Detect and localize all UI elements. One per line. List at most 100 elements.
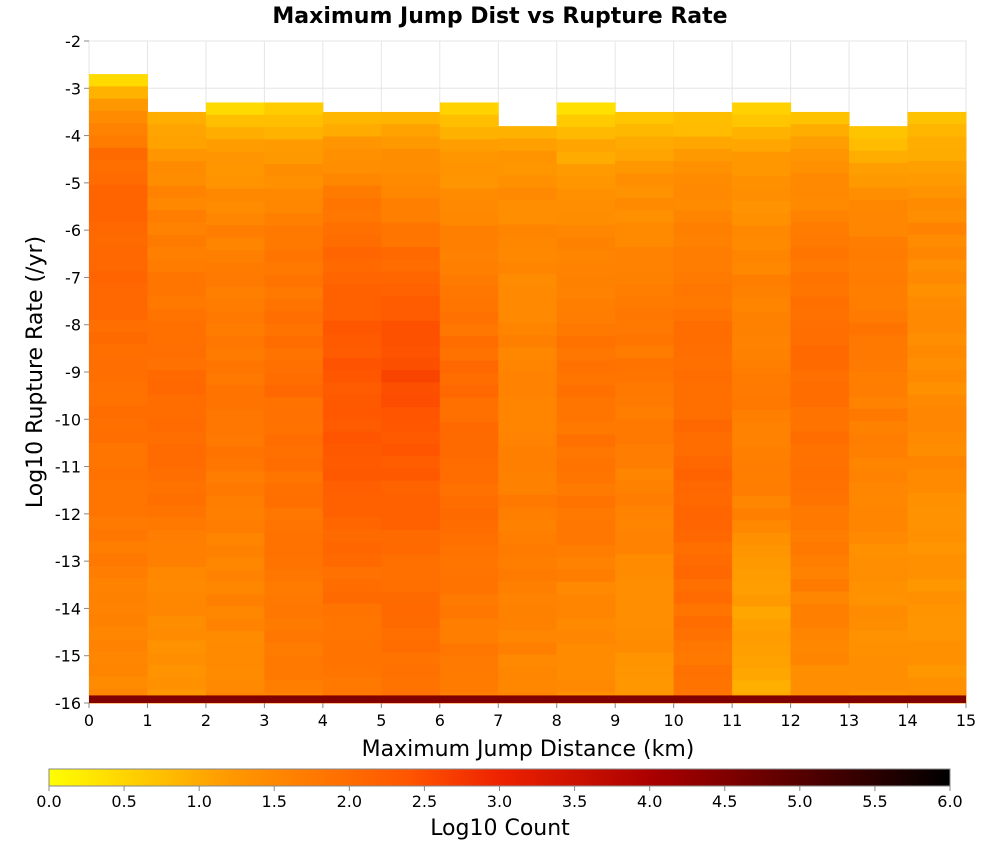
heatmap-cell (790, 443, 850, 457)
heatmap-cell (732, 114, 792, 128)
heatmap-cell (89, 283, 148, 296)
heatmap-cell (264, 680, 324, 694)
heatmap-cell (907, 579, 967, 592)
heatmap-cell (205, 397, 265, 411)
heatmap-cell (439, 237, 499, 251)
heatmap-cell (907, 185, 967, 199)
heatmap-cell (89, 319, 148, 333)
heatmap-cell (556, 422, 616, 435)
heatmap-cell (322, 665, 382, 678)
heatmap-cell (322, 271, 382, 285)
heatmap-cell (790, 259, 850, 273)
heatmap-cell (732, 434, 792, 448)
heatmap-cell (381, 296, 441, 310)
heatmap-cell (556, 532, 616, 546)
heatmap-cell (381, 320, 441, 334)
heatmap-cell (907, 628, 967, 642)
heatmap-cell (205, 471, 265, 485)
heatmap-cell (439, 483, 499, 497)
heatmap-cell (615, 603, 675, 617)
heatmap-cell (205, 643, 265, 657)
heatmap-cell (498, 138, 558, 152)
heatmap-cell (907, 554, 967, 568)
heatmap-cell (498, 482, 558, 496)
x-tick-label: 12 (780, 711, 800, 730)
heatmap-cell (322, 382, 382, 396)
heatmap-cell (615, 394, 675, 408)
heatmap-cell (673, 603, 733, 617)
heatmap-cell (147, 124, 207, 138)
heatmap-cell (147, 148, 207, 162)
heatmap-cell (498, 544, 558, 557)
heatmap-cell (732, 311, 792, 325)
heatmap-cell (556, 127, 616, 140)
x-tick-label: 0 (84, 711, 94, 730)
heatmap-cell (381, 603, 441, 617)
heatmap-cell (673, 382, 733, 396)
heatmap-cell (439, 643, 499, 657)
heatmap-cell (147, 603, 207, 617)
heatmap-cell (556, 643, 616, 657)
heatmap-cell (615, 308, 675, 322)
heatmap-cell (907, 394, 967, 408)
heatmap-cell (147, 161, 207, 174)
heatmap-cell (498, 654, 558, 668)
heatmap-cell (498, 335, 558, 348)
heatmap-cell (439, 668, 499, 681)
heatmap-cell (147, 566, 207, 580)
heatmap-cell (147, 493, 207, 506)
heatmap-cell (381, 591, 441, 605)
heatmap-cell (381, 161, 441, 174)
x-tick-label: 10 (663, 711, 683, 730)
colorbar-ticks: 0.0 0.5 1.0 1.5 2.0 2.5 3.0 3.5 4.0 4.5 5.0 5.5 6.0 (36, 786, 963, 811)
heatmap-cell (673, 259, 733, 273)
heatmap-cell (556, 102, 616, 116)
y-tick-label: -12 (55, 505, 81, 524)
heatmap-cell (732, 237, 792, 251)
heatmap-cell (673, 173, 733, 187)
heatmap-cell (615, 677, 675, 691)
heatmap-cell (907, 161, 967, 174)
heatmap-cell (381, 333, 441, 347)
heatmap-cell (556, 237, 616, 251)
heatmap-cell (264, 643, 324, 657)
x-axis-label: Maximum Jump Distance (km) (362, 737, 695, 762)
heatmap-cell (381, 529, 441, 543)
heatmap-cell (264, 655, 324, 669)
heatmap-cell (732, 139, 792, 153)
heatmap-cell (907, 284, 967, 297)
heatmap-cell (381, 284, 441, 297)
heatmap-cell (205, 618, 265, 632)
heatmap-cell (615, 628, 675, 642)
heatmap-cell (732, 606, 792, 620)
heatmap-cell (264, 446, 324, 460)
heatmap-cell (89, 160, 148, 173)
heatmap-cell (205, 532, 265, 546)
heatmap-cell (322, 357, 382, 371)
heatmap-cell (556, 311, 616, 325)
heatmap-cell (498, 384, 558, 398)
heatmap-cell (498, 359, 558, 373)
heatmap-cell (556, 213, 616, 226)
heatmap-cell (498, 421, 558, 434)
heatmap-cell (673, 320, 733, 334)
heatmap-cell (89, 553, 148, 567)
heatmap-cell (381, 394, 441, 408)
heatmap-cell (147, 542, 207, 556)
heatmap-cell (439, 569, 499, 583)
heatmap-cell (615, 296, 675, 310)
heatmap-cell (907, 357, 967, 371)
heatmap-cell (264, 286, 324, 300)
heatmap-cell (790, 197, 850, 211)
heatmap-cell (615, 505, 675, 519)
heatmap-cell (147, 443, 207, 457)
heatmap-cell (556, 262, 616, 276)
heatmap-cell (205, 508, 265, 521)
heatmap-cell (498, 150, 558, 164)
heatmap-cell (907, 480, 967, 494)
heatmap-cell (205, 569, 265, 583)
heatmap-cell (556, 397, 616, 411)
heatmap-cell (849, 630, 909, 643)
heatmap-cell (381, 148, 441, 162)
heatmap-cell (439, 557, 499, 571)
